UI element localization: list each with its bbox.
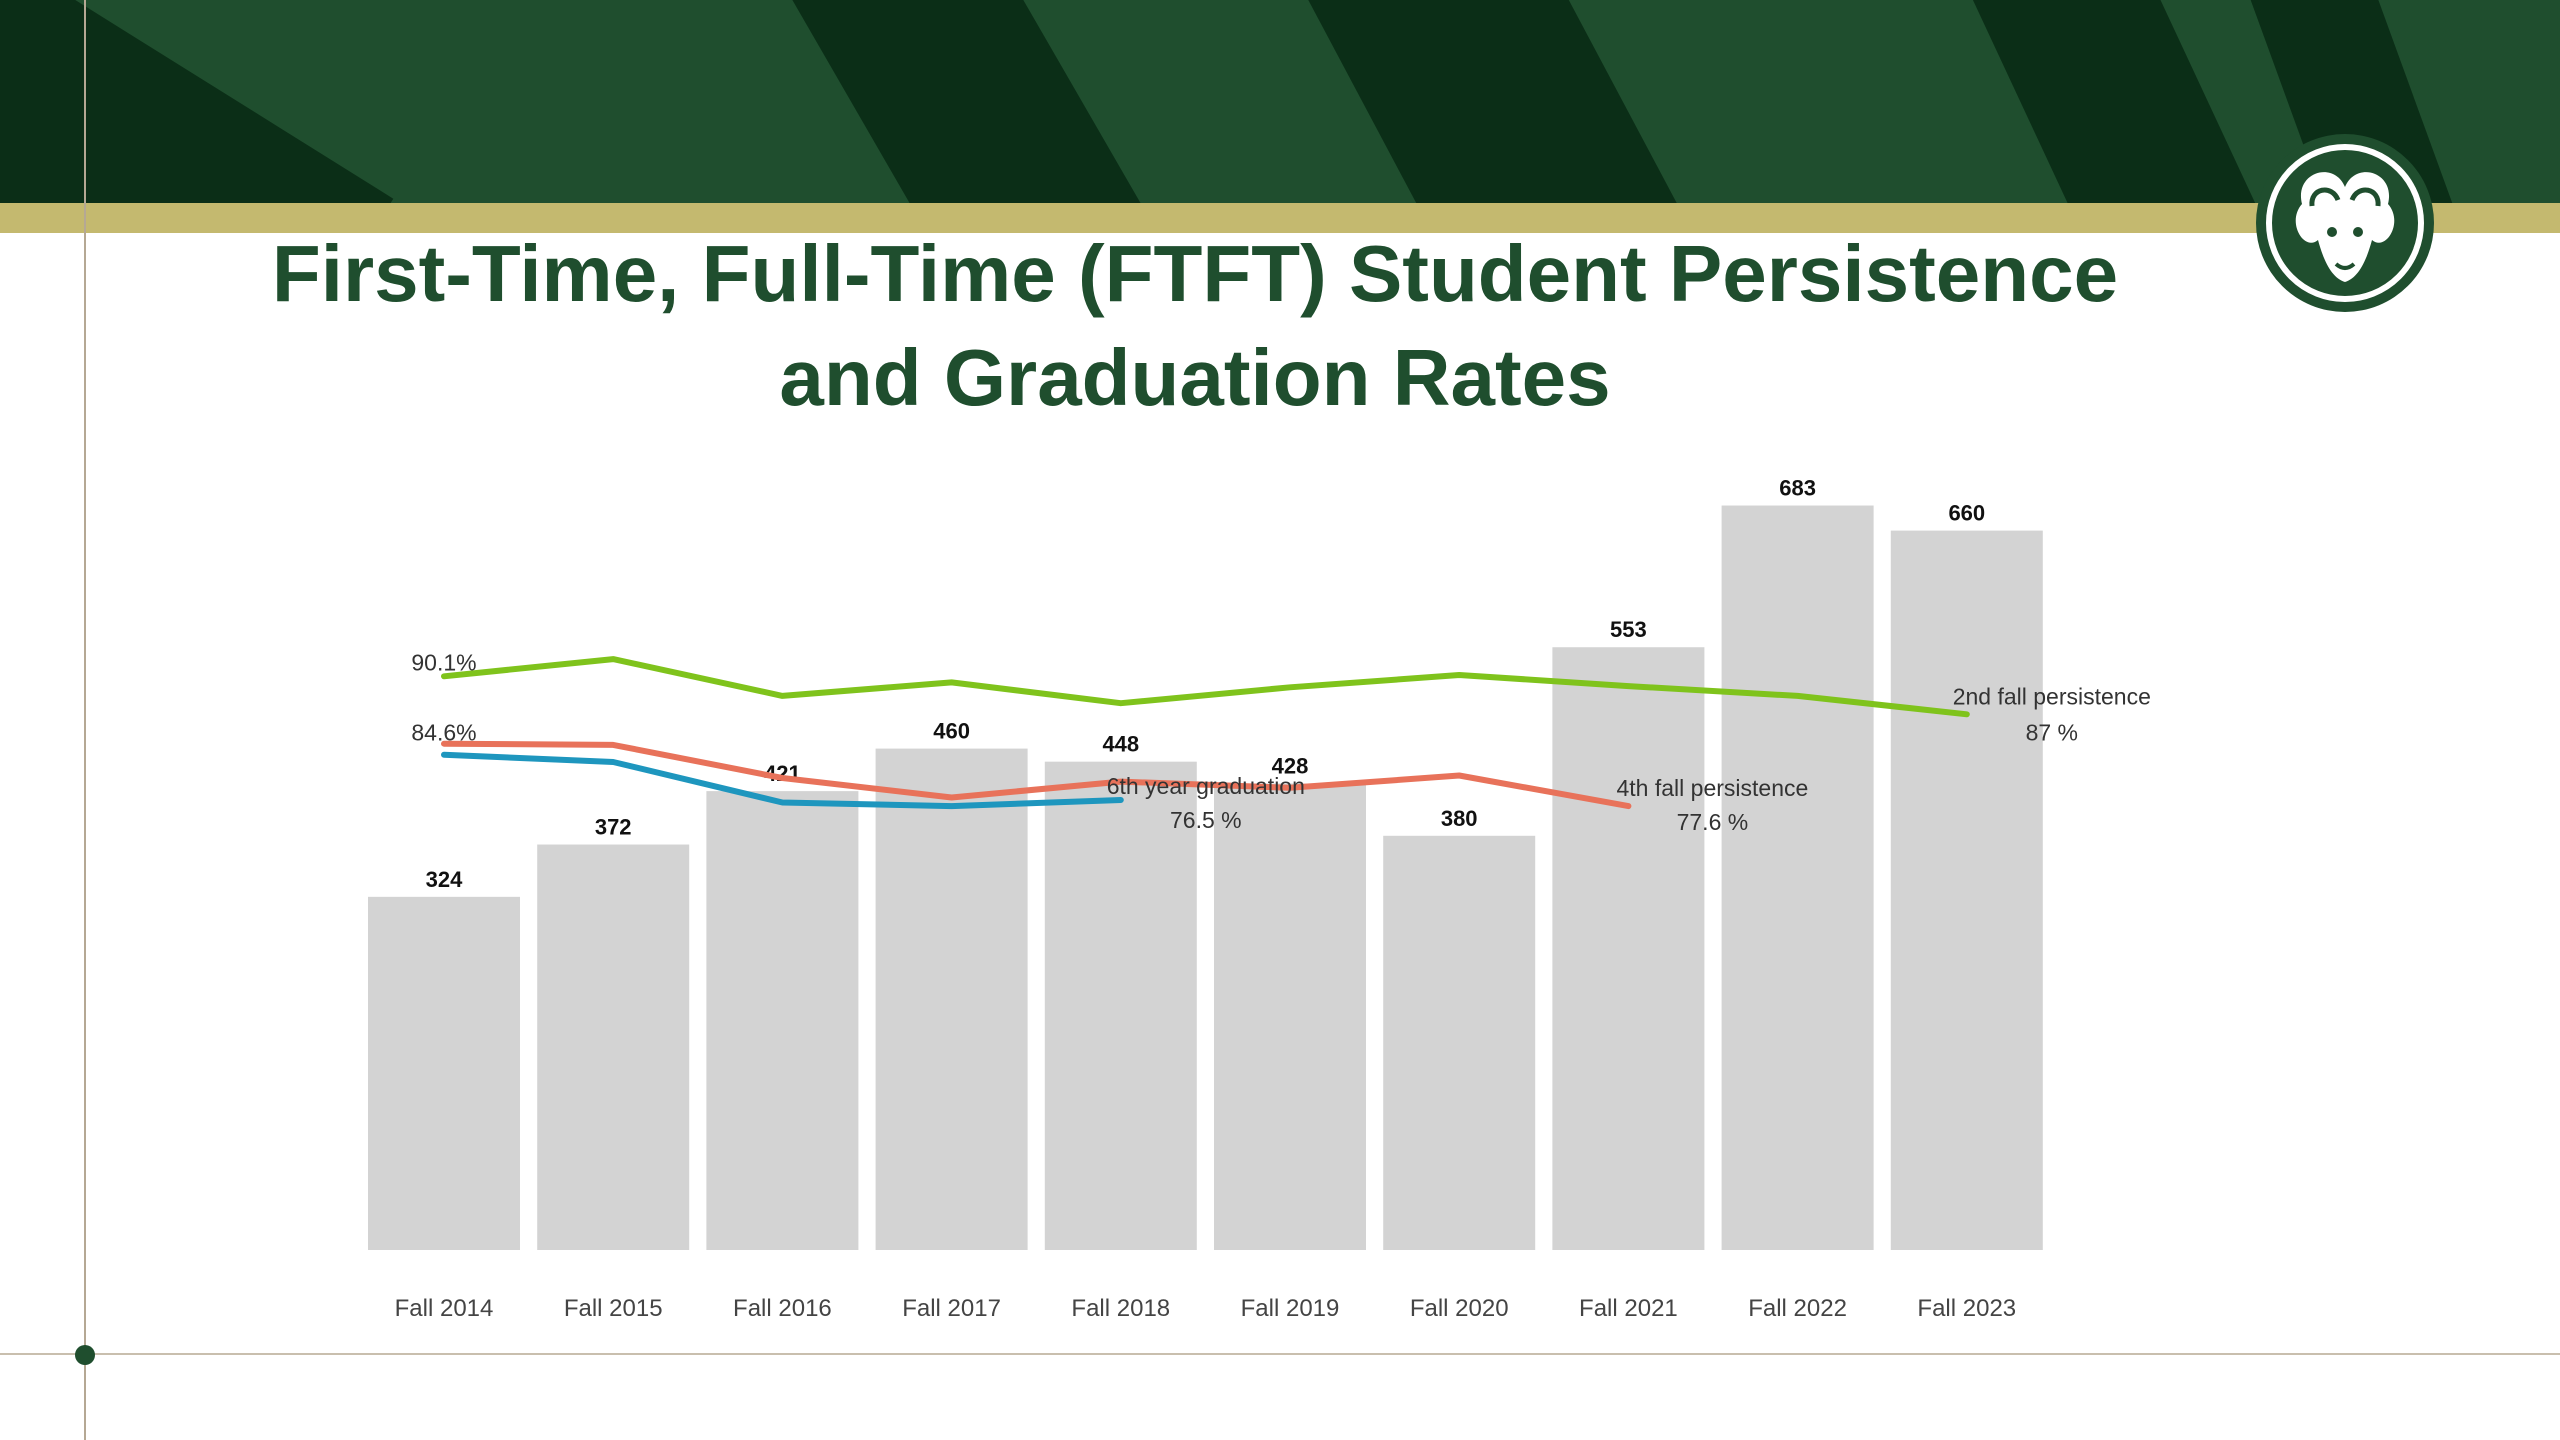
x-tick-label: Fall 2018 xyxy=(1071,1295,1170,1322)
title-line-2: and Graduation Rates xyxy=(779,333,1611,422)
line-2nd-fall-persistence xyxy=(441,656,1970,718)
x-tick-label: Fall 2023 xyxy=(1917,1295,2016,1322)
x-tick-label: Fall 2019 xyxy=(1241,1295,1340,1322)
line-end-value-label: 77.6 % xyxy=(1677,809,1749,835)
bar-value-label: 380 xyxy=(1441,806,1478,831)
bar-value-label: 553 xyxy=(1610,617,1647,642)
x-tick-label: Fall 2022 xyxy=(1748,1295,1847,1322)
bar-value-label: 448 xyxy=(1102,732,1139,757)
bar-value-label: 660 xyxy=(1948,501,1985,526)
bar-fall-2016 xyxy=(706,791,859,1250)
bar-value-label: 428 xyxy=(1272,753,1309,778)
guide-dot xyxy=(75,1345,95,1365)
x-tick-label: Fall 2014 xyxy=(395,1295,494,1322)
bar-value-label: 683 xyxy=(1779,476,1816,501)
line-name-label: 4th fall persistence xyxy=(1617,775,1809,801)
bar-fall-2020 xyxy=(1383,835,1536,1250)
bar-fall-2018 xyxy=(1044,761,1197,1250)
line-start-value-label: 84.6% xyxy=(411,720,476,746)
bar-fall-2023 xyxy=(1890,530,2043,1250)
bar-fall-2022 xyxy=(1721,505,1874,1250)
bar-fall-2021 xyxy=(1552,647,1705,1250)
gold-accent-bar xyxy=(0,203,2560,233)
x-tick-label: Fall 2016 xyxy=(733,1295,832,1322)
x-tick-label: Fall 2021 xyxy=(1579,1295,1678,1322)
line-name-label: 6th year graduation xyxy=(1107,773,1305,799)
horizontal-guide-line xyxy=(0,1353,2560,1355)
header-banner xyxy=(0,0,2560,203)
line-6th-year-graduation xyxy=(441,751,1124,810)
title-line-1: First-Time, Full-Time (FTFT) Student Per… xyxy=(271,229,2119,318)
vertical-guide-line xyxy=(84,0,86,1440)
slide-title: First-Time, Full-Time (FTFT) Student Per… xyxy=(150,222,2240,430)
bar-value-label: 372 xyxy=(595,815,632,840)
line-end-value-label: 76.5 % xyxy=(1170,807,1242,833)
x-tick-label: Fall 2015 xyxy=(564,1295,663,1322)
line-4th-fall-persistence xyxy=(441,740,1632,810)
x-tick-label: Fall 2017 xyxy=(902,1295,1001,1322)
bar-value-label: 324 xyxy=(426,867,463,892)
bar-fall-2019 xyxy=(1214,783,1366,1250)
x-tick-label: Fall 2020 xyxy=(1410,1295,1509,1322)
line-end-value-label: 87 % xyxy=(2026,719,2078,745)
bar-fall-2014 xyxy=(368,896,520,1250)
line-name-label: 2nd fall persistence xyxy=(1953,683,2151,709)
line-start-value-label: 90.1% xyxy=(411,649,476,675)
ram-logo-icon xyxy=(2256,134,2434,312)
bar-fall-2017 xyxy=(875,748,1028,1250)
bar-value-label: 460 xyxy=(933,719,970,744)
bar-fall-2015 xyxy=(537,844,690,1250)
